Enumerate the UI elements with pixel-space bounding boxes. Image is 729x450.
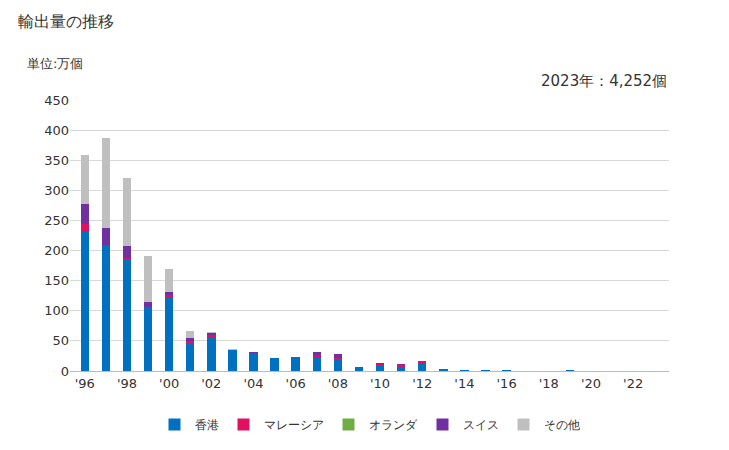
- svg-text:150: 150: [44, 273, 69, 288]
- svg-text:'20: '20: [581, 376, 601, 391]
- svg-text:'98: '98: [117, 376, 137, 391]
- svg-text:400: 400: [44, 123, 69, 138]
- svg-text:'22: '22: [623, 376, 643, 391]
- svg-text:オランダ: オランダ: [369, 418, 418, 432]
- svg-text:スイス: スイス: [463, 418, 499, 432]
- svg-text:マレーシア: マレーシア: [264, 418, 324, 432]
- svg-text:'18: '18: [539, 376, 559, 391]
- svg-text:'16: '16: [497, 376, 517, 391]
- svg-text:'00: '00: [159, 376, 179, 391]
- svg-text:'02: '02: [201, 376, 221, 391]
- svg-text:0: 0: [61, 364, 69, 379]
- svg-text:'96: '96: [75, 376, 95, 391]
- svg-text:輸出量の推移: 輸出量の推移: [18, 12, 114, 31]
- svg-text:'10: '10: [370, 376, 390, 391]
- svg-text:'08: '08: [328, 376, 348, 391]
- svg-text:250: 250: [44, 213, 69, 228]
- svg-text:350: 350: [44, 153, 69, 168]
- svg-text:50: 50: [52, 333, 69, 348]
- svg-text:200: 200: [44, 243, 69, 258]
- svg-text:450: 450: [44, 93, 69, 108]
- svg-text:300: 300: [44, 183, 69, 198]
- svg-text:香港: 香港: [195, 418, 219, 432]
- svg-text:'06: '06: [286, 376, 306, 391]
- svg-text:'14: '14: [454, 376, 474, 391]
- svg-text:'12: '12: [412, 376, 432, 391]
- svg-text:'04: '04: [243, 376, 263, 391]
- svg-text:100: 100: [44, 303, 69, 318]
- svg-text:単位:万個: 単位:万個: [27, 56, 83, 71]
- svg-text:その他: その他: [544, 418, 580, 432]
- svg-text:2023年：4,252個: 2023年：4,252個: [541, 72, 667, 90]
